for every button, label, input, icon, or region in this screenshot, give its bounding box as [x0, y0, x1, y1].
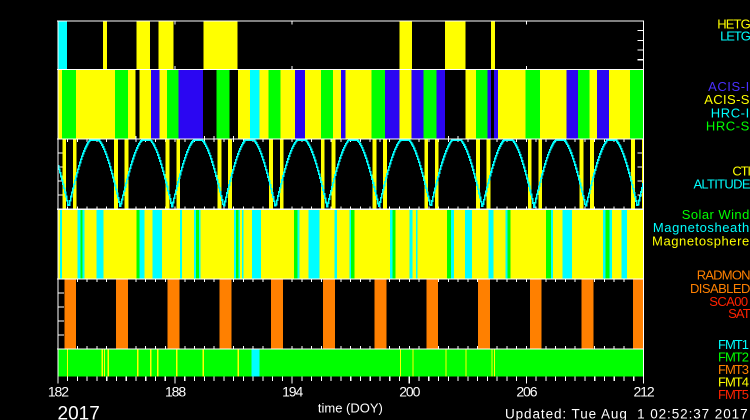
svg-text:LETG: LETG [720, 29, 750, 44]
svg-text:212: 212 [633, 383, 654, 399]
svg-text:DISABLED: DISABLED [690, 281, 750, 296]
svg-text:Solar Wind: Solar Wind [682, 207, 750, 222]
svg-text:FMT5: FMT5 [718, 387, 749, 402]
svg-text:188: 188 [165, 383, 186, 399]
svg-text:RADMON: RADMON [697, 268, 750, 283]
svg-text:HRC-I: HRC-I [711, 105, 750, 120]
svg-text:200: 200 [399, 383, 420, 399]
svg-text:SCA00: SCA00 [709, 294, 748, 309]
svg-text:FMT3: FMT3 [718, 362, 749, 377]
svg-text:FMT2: FMT2 [718, 350, 749, 365]
svg-text:time (DOY): time (DOY) [318, 401, 383, 416]
svg-text:Updated: Tue Aug 1 02:52:37 2: Updated: Tue Aug 1 02:52:37 2017 [505, 406, 749, 420]
svg-text:HETG: HETG [717, 17, 750, 32]
svg-text:2017: 2017 [58, 404, 100, 420]
svg-text:Magnetosphere: Magnetosphere [652, 234, 750, 249]
svg-text:182: 182 [48, 383, 69, 399]
svg-text:206: 206 [516, 383, 537, 399]
svg-text:HRC-S: HRC-S [706, 119, 750, 134]
svg-text:CTI: CTI [732, 163, 750, 178]
svg-text:Magnetosheath: Magnetosheath [653, 220, 750, 235]
svg-text:FMT4: FMT4 [718, 375, 749, 390]
svg-text:FMT1: FMT1 [718, 337, 749, 352]
svg-text:ALTITUDE: ALTITUDE [693, 177, 750, 192]
svg-text:ACIS-S: ACIS-S [704, 92, 750, 107]
svg-text:SAT: SAT [728, 306, 750, 321]
svg-text:ACIS-I: ACIS-I [708, 79, 750, 94]
svg-text:194: 194 [282, 383, 303, 399]
